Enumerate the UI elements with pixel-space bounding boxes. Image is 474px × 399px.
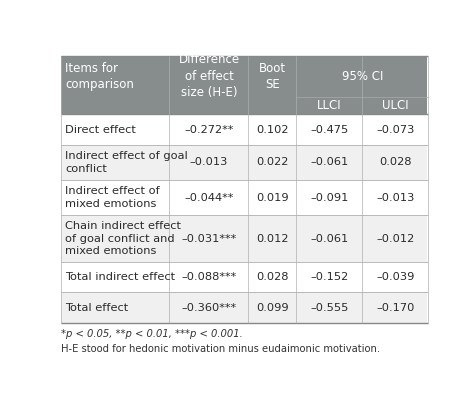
- Text: 0.099: 0.099: [256, 302, 289, 312]
- Text: –0.061: –0.061: [310, 158, 348, 168]
- Text: –0.039: –0.039: [376, 272, 415, 282]
- Text: –0.073: –0.073: [376, 124, 415, 134]
- Text: Items for
comparison: Items for comparison: [65, 61, 134, 91]
- Text: Chain indirect effect
of goal conflict and
mixed emotions: Chain indirect effect of goal conflict a…: [65, 221, 182, 257]
- Text: –0.360***: –0.360***: [182, 302, 237, 312]
- Text: Boot
SE: Boot SE: [259, 61, 286, 91]
- Text: 0.022: 0.022: [256, 158, 289, 168]
- Text: ULCI: ULCI: [382, 99, 409, 112]
- Text: –0.013: –0.013: [376, 193, 415, 203]
- Text: 95% CI: 95% CI: [342, 70, 383, 83]
- Bar: [61, 262, 428, 292]
- Text: –0.061: –0.061: [310, 234, 348, 244]
- Bar: [61, 97, 428, 115]
- Text: –0.272**: –0.272**: [184, 124, 234, 134]
- Text: –0.013: –0.013: [190, 158, 228, 168]
- Text: 0.019: 0.019: [256, 193, 289, 203]
- Text: Indirect effect of goal
conflict: Indirect effect of goal conflict: [65, 151, 188, 174]
- Bar: [61, 55, 428, 97]
- Bar: [61, 180, 428, 215]
- Text: –0.031***: –0.031***: [182, 234, 237, 244]
- Text: –0.088***: –0.088***: [182, 272, 237, 282]
- Text: –0.555: –0.555: [310, 302, 348, 312]
- Text: Direct effect: Direct effect: [65, 124, 137, 134]
- Text: 0.102: 0.102: [256, 124, 289, 134]
- Bar: [61, 292, 428, 323]
- Text: –0.152: –0.152: [310, 272, 348, 282]
- Text: *p < 0.05, **p < 0.01, ***p < 0.001.: *p < 0.05, **p < 0.01, ***p < 0.001.: [61, 329, 243, 339]
- Text: 0.028: 0.028: [379, 158, 411, 168]
- Text: LLCI: LLCI: [317, 99, 342, 112]
- Text: 0.012: 0.012: [256, 234, 289, 244]
- Text: –0.044**: –0.044**: [184, 193, 234, 203]
- Text: –0.475: –0.475: [310, 124, 348, 134]
- Text: Indirect effect of
mixed emotions: Indirect effect of mixed emotions: [65, 186, 160, 209]
- Bar: [61, 115, 428, 145]
- Text: Total effect: Total effect: [65, 302, 129, 312]
- Bar: [61, 145, 428, 180]
- Bar: [61, 215, 428, 262]
- Text: Total indirect effect: Total indirect effect: [65, 272, 176, 282]
- Text: Difference
of effect
size (H-E): Difference of effect size (H-E): [178, 53, 239, 99]
- Text: H-E stood for hedonic motivation minus eudaimonic motivation.: H-E stood for hedonic motivation minus e…: [61, 344, 380, 354]
- Text: –0.012: –0.012: [376, 234, 414, 244]
- Text: –0.170: –0.170: [376, 302, 415, 312]
- Text: –0.091: –0.091: [310, 193, 348, 203]
- Text: 0.028: 0.028: [256, 272, 289, 282]
